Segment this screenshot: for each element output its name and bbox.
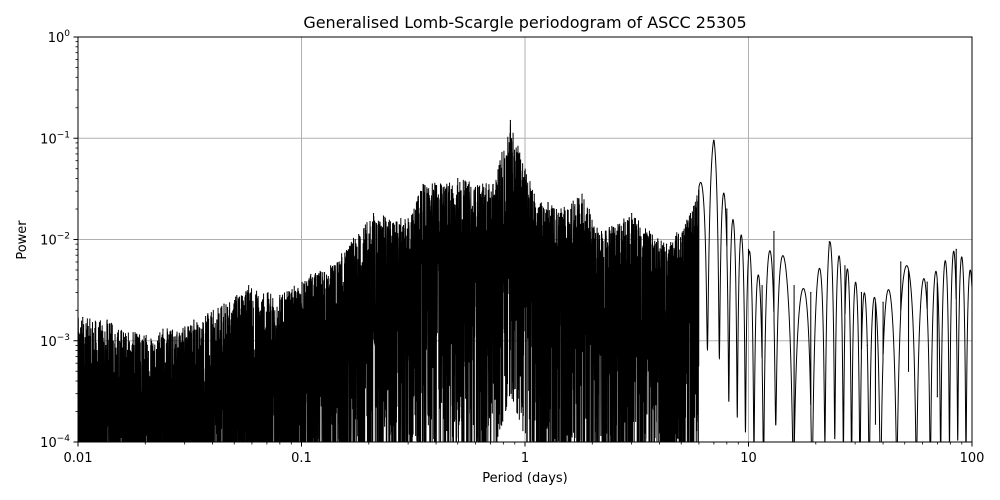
peak-point bbox=[279, 294, 281, 297]
peak-point bbox=[82, 316, 84, 319]
x-tick-label: 0.1 bbox=[291, 451, 312, 466]
x-tick-label: 0.01 bbox=[64, 451, 93, 466]
peak-point bbox=[844, 265, 846, 267]
trough-point bbox=[874, 423, 877, 425]
peak-point bbox=[810, 291, 812, 294]
x-tick-label: 10 bbox=[740, 451, 757, 466]
trough-point bbox=[936, 396, 938, 398]
periodogram-line bbox=[78, 120, 972, 442]
y-tick-label: 10−4 bbox=[40, 434, 70, 451]
peak-point bbox=[747, 248, 750, 250]
peak-point bbox=[533, 193, 535, 195]
peak-point bbox=[330, 265, 332, 267]
peak-point bbox=[900, 261, 902, 263]
x-tick-label: 100 bbox=[960, 451, 985, 466]
peak-point bbox=[955, 248, 957, 250]
chart-title: Generalised Lomb-Scargle periodogram of … bbox=[303, 13, 746, 32]
peak-point bbox=[509, 119, 511, 122]
y-axis: 10−4 10−3 10−2 10−1 100 bbox=[40, 29, 78, 451]
peak-point bbox=[631, 213, 633, 215]
trough-point bbox=[907, 370, 910, 372]
peak-point bbox=[665, 243, 668, 245]
peak-point bbox=[162, 328, 164, 330]
y-axis-label: Power bbox=[15, 220, 30, 260]
peak-point bbox=[457, 177, 459, 180]
peak-point bbox=[689, 213, 692, 215]
peak-point bbox=[560, 208, 562, 210]
peak-point bbox=[926, 281, 928, 283]
peak-point bbox=[581, 193, 583, 195]
peak-point bbox=[761, 285, 763, 287]
peak-point bbox=[860, 291, 863, 294]
x-axis: 0.01 0.1 1 10 100 bbox=[64, 442, 985, 466]
y-tick-label: 100 bbox=[48, 29, 71, 46]
peak-point bbox=[248, 285, 250, 287]
peak-point bbox=[372, 213, 375, 215]
peak-point bbox=[106, 319, 108, 321]
peak-point bbox=[793, 285, 795, 287]
peak-point bbox=[310, 274, 312, 276]
peak-point bbox=[422, 183, 424, 186]
x-axis-label: Period (days) bbox=[482, 471, 568, 486]
peak-point bbox=[828, 241, 830, 243]
y-tick-label: 10−3 bbox=[40, 333, 70, 350]
peak-point bbox=[134, 332, 136, 334]
peak-point bbox=[407, 218, 409, 220]
peak-point bbox=[773, 230, 775, 233]
x-tick-label: 1 bbox=[521, 451, 529, 466]
peak-point bbox=[492, 183, 494, 186]
peak-point bbox=[882, 301, 884, 303]
y-tick-label: 10−1 bbox=[40, 130, 70, 147]
peak-point bbox=[223, 303, 225, 305]
peak-point bbox=[713, 139, 715, 142]
peak-point bbox=[193, 319, 195, 321]
data-layer bbox=[78, 119, 972, 442]
peak-point bbox=[726, 208, 728, 210]
trough-point bbox=[866, 344, 868, 346]
y-tick-label: 10−2 bbox=[40, 232, 70, 249]
peak-point bbox=[600, 230, 603, 233]
